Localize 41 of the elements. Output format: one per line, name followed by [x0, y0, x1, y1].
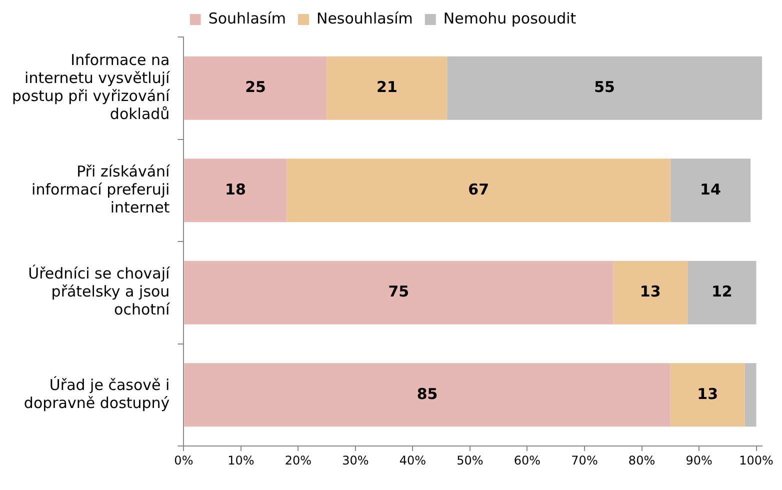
y-tick-label: Úřad je časově i dopravně dostupný — [24, 376, 170, 412]
x-tick-label: 100% — [739, 453, 774, 468]
x-tick-label: 40% — [399, 453, 426, 468]
data-label: 75 — [388, 282, 410, 301]
legend-label: Souhlasím — [208, 9, 286, 28]
legend-label: Nemohu posoudit — [443, 9, 576, 28]
bar — [286, 158, 670, 222]
data-label: 21 — [376, 78, 398, 96]
bar — [613, 260, 688, 324]
bar — [670, 158, 751, 222]
bar — [184, 158, 287, 222]
data-label: 13 — [697, 384, 718, 403]
y-tick-label: Informace na internetu vysvětlují postup při vyřizování dokladů — [12, 51, 171, 124]
bar — [326, 56, 448, 120]
x-tick-label: 70% — [571, 453, 598, 468]
data-label: 67 — [468, 180, 490, 198]
data-label: 18 — [225, 180, 246, 198]
bar — [184, 56, 327, 120]
data-label: 55 — [594, 78, 615, 96]
x-tick-label: 50% — [456, 453, 484, 468]
data-label: 85 — [416, 384, 438, 403]
y-tick-label: Úředníci se chovají přátelsky a jsou ochotní — [28, 264, 171, 319]
x-tick-label: 80% — [628, 453, 656, 468]
bar — [670, 363, 745, 427]
data-label: 14 — [700, 180, 721, 198]
x-tick-label: 20% — [284, 453, 312, 468]
x-tick-label: 10% — [228, 453, 254, 468]
x-tick-label: 0% — [174, 453, 194, 468]
data-label: 12 — [711, 282, 732, 301]
x-tick-label: 90% — [686, 453, 712, 468]
bar — [744, 363, 756, 427]
bar — [688, 260, 756, 324]
data-label: 13 — [640, 282, 661, 301]
x-tick-label: 30% — [342, 453, 369, 468]
y-tick-label: Při získávání informací preferuji internet — [32, 162, 171, 216]
data-label: 25 — [245, 78, 266, 96]
x-tick-label: 60% — [514, 453, 541, 468]
bar — [184, 260, 614, 324]
bar — [184, 363, 670, 427]
legend-label: Nesouhlasím — [316, 9, 413, 28]
bar — [447, 56, 762, 120]
